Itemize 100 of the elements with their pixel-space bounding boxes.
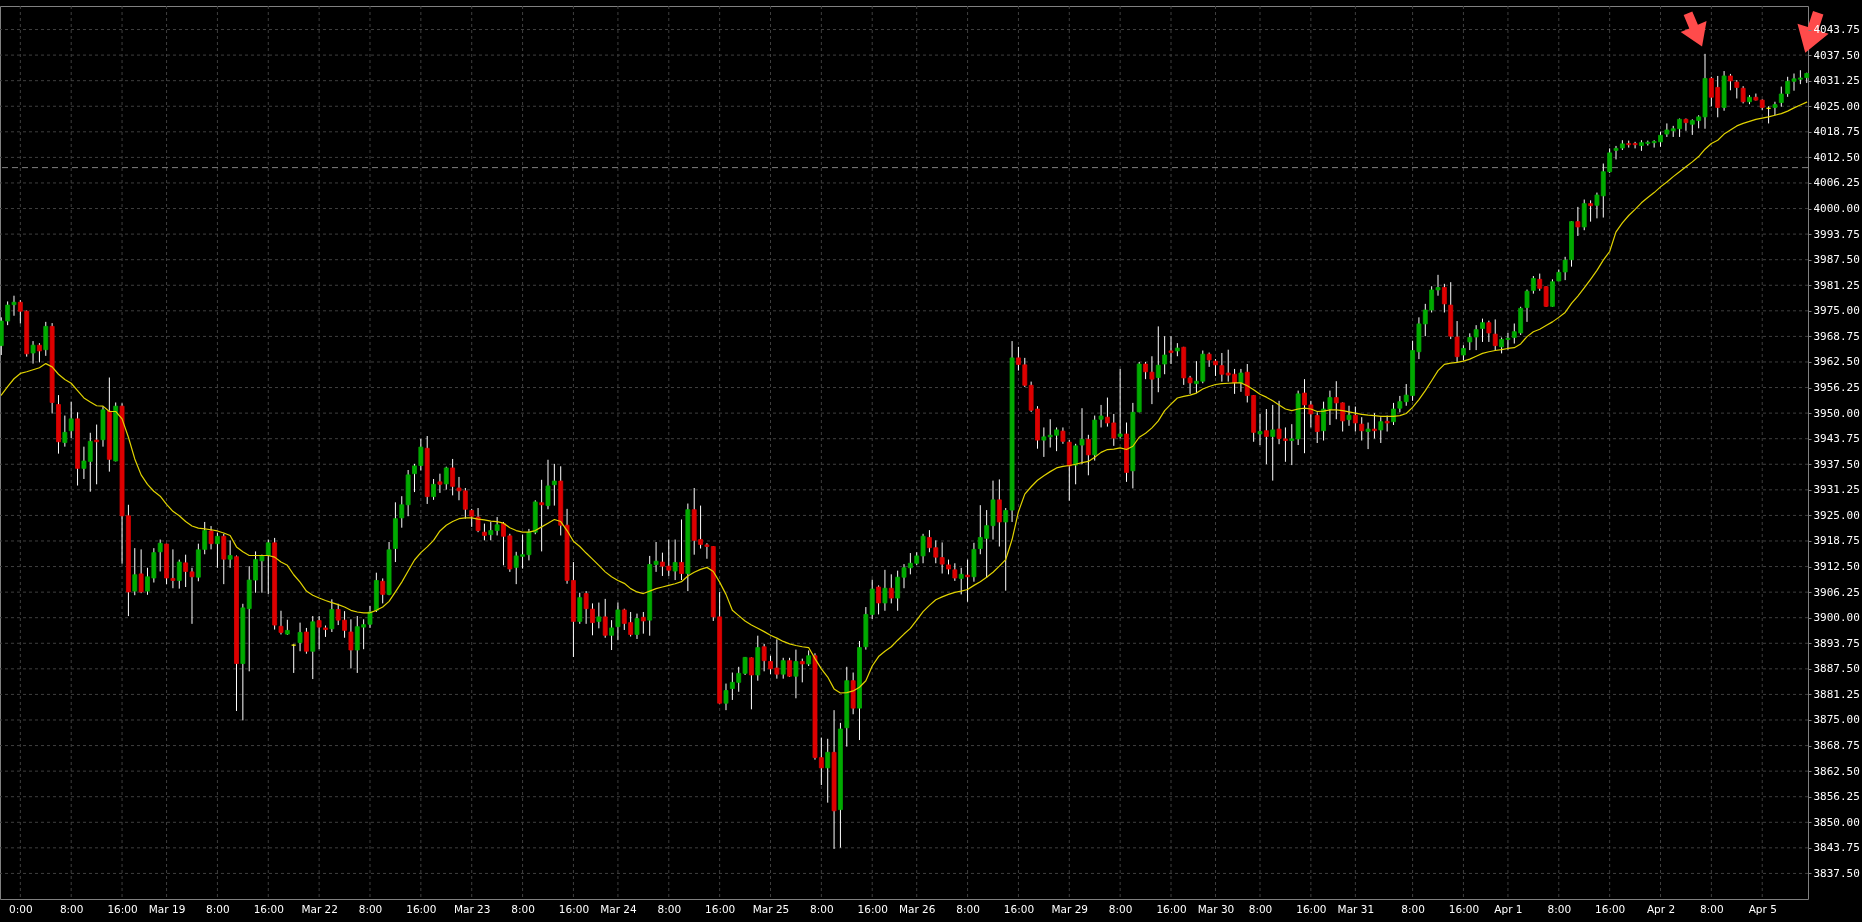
candlestick (132, 547, 138, 596)
y-tick-label: 3950.00 (1813, 406, 1860, 420)
x-tick-label: 16:00 (406, 902, 437, 915)
candlestick (1365, 422, 1371, 450)
x-tick-label: 16:00 (1595, 902, 1626, 915)
candlestick (780, 657, 786, 680)
candlestick (1346, 405, 1352, 427)
y-tick-label: 3868.75 (1813, 739, 1860, 753)
candlestick (965, 559, 970, 603)
x-tick-label: Apr 5 (1748, 902, 1777, 915)
candlestick (679, 519, 684, 581)
candlestick (1117, 368, 1123, 439)
candlestick (1270, 404, 1276, 482)
y-tick-label: 4025.00 (1813, 99, 1860, 113)
x-tick-label: 8:00 (1700, 902, 1724, 915)
candlestick (876, 584, 881, 615)
candlestick (1066, 439, 1072, 502)
x-tick-label: 16:00 (107, 902, 138, 915)
y-tick-label: 3931.25 (1813, 483, 1860, 497)
candlestick (157, 539, 163, 572)
y-tick-label: 3975.00 (1813, 304, 1860, 318)
candlestick (1575, 206, 1581, 237)
candlestick (304, 627, 309, 655)
y-tick-label: 4000.00 (1813, 202, 1860, 216)
candlestick (825, 738, 831, 804)
candlestick (996, 478, 1002, 548)
x-tick-label: 8:00 (1547, 902, 1572, 915)
candlestick (609, 619, 614, 651)
candlestick (1085, 434, 1091, 476)
candlestick (297, 622, 303, 652)
candlestick (348, 618, 354, 669)
y-tick-label: 3906.25 (1813, 585, 1860, 599)
candlestick (640, 611, 646, 635)
candlestick (43, 321, 49, 357)
y-tick-label: 4018.75 (1813, 125, 1860, 139)
candlestick (227, 539, 233, 569)
candlestick (1524, 289, 1530, 323)
candlestick (37, 342, 42, 363)
x-tick-label: 16:00 (558, 902, 590, 915)
y-tick-label: 3843.75 (1813, 841, 1860, 855)
x-tick-label: 8:00 (511, 902, 535, 915)
y-tick-label: 3900.00 (1813, 611, 1860, 625)
y-tick-label: 3962.50 (1813, 355, 1860, 369)
x-tick-label: Mar 19 (148, 902, 186, 915)
x-tick-label: 16:00 (705, 902, 736, 915)
candlestick (596, 602, 602, 629)
candlestick (1581, 199, 1587, 231)
candlestick (577, 592, 583, 625)
candlestick (68, 401, 74, 439)
y-tick-label: 4012.50 (1813, 150, 1860, 164)
candlestick (958, 567, 964, 595)
candlestick (265, 539, 271, 595)
candlestick (1238, 368, 1244, 393)
candlestick (888, 573, 894, 604)
candlestick (1359, 416, 1365, 442)
y-tick-label: 3937.50 (1813, 457, 1860, 471)
candlestick (882, 569, 888, 612)
candlestick (431, 478, 436, 501)
y-tick-label: 3856.25 (1813, 790, 1860, 804)
y-tick-label: 3875.00 (1813, 713, 1860, 727)
candlestick (208, 525, 214, 550)
candlestick (1263, 408, 1269, 465)
x-tick-label: 16:00 (1156, 902, 1187, 915)
candlestick (221, 533, 227, 585)
candlestick (291, 643, 297, 674)
candlestick (749, 656, 754, 710)
candlestick (1314, 411, 1320, 444)
candlestick (539, 479, 545, 552)
candlestick (1352, 406, 1358, 433)
x-tick-label: 8:00 (206, 902, 230, 915)
x-tick-label: Mar 31 (1337, 902, 1375, 915)
x-tick-label: Mar 23 (453, 902, 491, 915)
x-tick-label: 8:00 (1401, 902, 1425, 915)
x-tick-label: 8:00 (358, 902, 383, 915)
x-tick-label: Mar 30 (1197, 902, 1235, 915)
y-tick-label: 4037.50 (1813, 48, 1860, 62)
candlestick (437, 473, 443, 494)
x-tick-label: 8:00 (1108, 902, 1133, 915)
candlestick (761, 643, 767, 672)
y-tick-label: 3968.75 (1813, 329, 1860, 343)
x-tick-label: Apr 2 (1646, 902, 1676, 915)
y-tick-label: 4006.25 (1813, 176, 1860, 190)
x-tick-label: Apr 1 (1494, 902, 1523, 915)
candlestick (30, 340, 36, 365)
y-tick-label: 3993.75 (1813, 227, 1860, 241)
line-series (0, 101, 1808, 694)
candlestick (1588, 199, 1593, 223)
candlestick (1168, 335, 1174, 365)
candlestick (545, 459, 551, 510)
y-tick-label: 4031.25 (1813, 74, 1860, 88)
candlestick (138, 548, 144, 594)
y-tick-label: 3925.00 (1813, 508, 1860, 522)
candlestick (380, 577, 386, 604)
y-tick-label: 3862.50 (1813, 764, 1860, 778)
y-tick-label: 3981.25 (1813, 278, 1860, 292)
candlestick (1257, 413, 1263, 446)
candlestick (215, 532, 220, 569)
candlestick (793, 649, 799, 699)
candlestick (1162, 335, 1168, 375)
candlestick (450, 458, 456, 496)
